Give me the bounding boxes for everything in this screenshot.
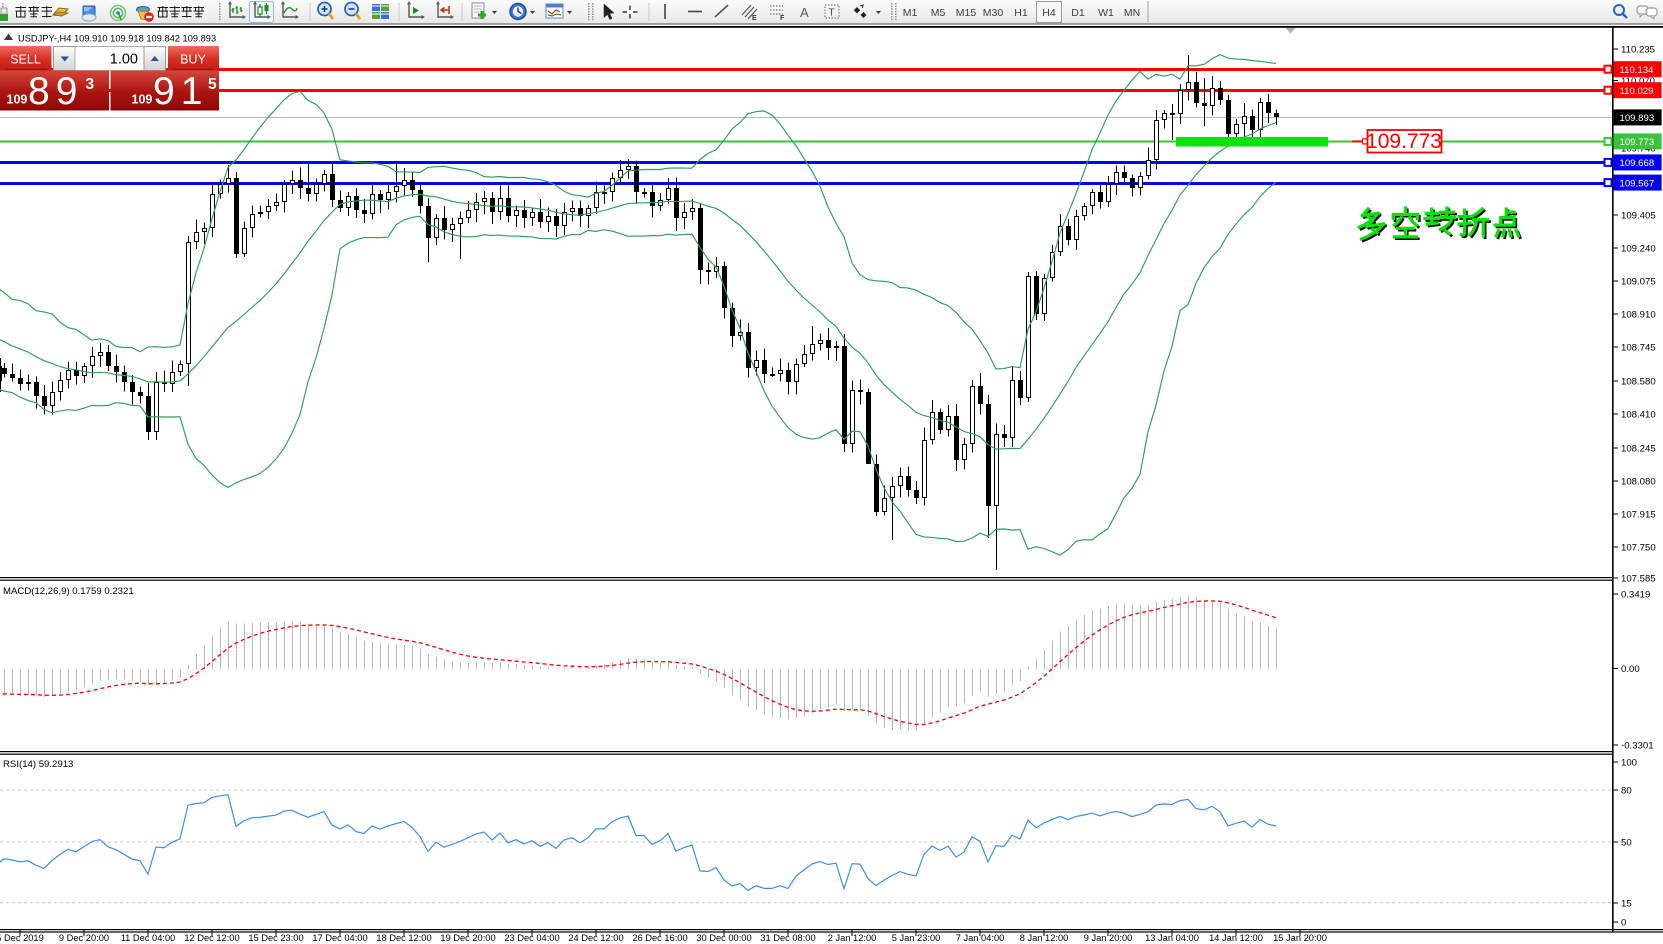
svg-text:110.029: 110.029 xyxy=(1620,86,1654,97)
svg-text:107.585: 107.585 xyxy=(1621,574,1656,585)
svg-text:13 Jan 04:00: 13 Jan 04:00 xyxy=(1145,933,1199,943)
svg-text:109.668: 109.668 xyxy=(1620,158,1655,169)
svg-text:5: 5 xyxy=(208,76,217,93)
svg-text:USDJPY-,H4 109.910 109.918 10: USDJPY-,H4 109.910 109.918 109.842 109.8… xyxy=(18,34,216,44)
svg-text:2 Jan 12:00: 2 Jan 12:00 xyxy=(828,933,877,943)
svg-text:30 Dec 00:00: 30 Dec 00:00 xyxy=(696,933,751,943)
svg-text:80: 80 xyxy=(1621,786,1632,797)
svg-text:89: 89 xyxy=(28,70,83,113)
svg-text:M1: M1 xyxy=(903,7,918,19)
svg-text:108.245: 108.245 xyxy=(1621,444,1656,455)
svg-text:109: 109 xyxy=(132,93,153,107)
svg-text:1.00: 1.00 xyxy=(110,52,138,68)
svg-text:108.745: 108.745 xyxy=(1621,343,1656,354)
svg-text:MACD(12,26,9) 0.1759 0.2321: MACD(12,26,9) 0.1759 0.2321 xyxy=(3,586,134,597)
svg-text:F: F xyxy=(780,15,785,22)
svg-text:15: 15 xyxy=(1621,899,1632,910)
svg-text:T: T xyxy=(829,8,835,19)
svg-text:0: 0 xyxy=(1621,918,1626,929)
svg-text:17 Dec 04:00: 17 Dec 04:00 xyxy=(312,933,367,943)
svg-text:19 Dec 20:00: 19 Dec 20:00 xyxy=(440,933,495,943)
svg-text:108.580: 108.580 xyxy=(1621,377,1656,388)
svg-text:109.773: 109.773 xyxy=(1620,137,1655,148)
svg-text:107.750: 107.750 xyxy=(1621,543,1656,554)
svg-text:MN: MN xyxy=(1124,7,1140,19)
svg-text:0.00: 0.00 xyxy=(1621,664,1640,675)
svg-text:12 Dec 12:00: 12 Dec 12:00 xyxy=(184,933,239,943)
svg-text:107.915: 107.915 xyxy=(1621,510,1656,521)
svg-text:M15: M15 xyxy=(956,7,977,19)
svg-text:W1: W1 xyxy=(1098,7,1114,19)
svg-text:15 Dec 23:00: 15 Dec 23:00 xyxy=(248,933,303,943)
svg-text:7 Jan 04:00: 7 Jan 04:00 xyxy=(956,933,1005,943)
svg-text:110.070: 110.070 xyxy=(1621,76,1655,87)
svg-text:5 Dec 2019: 5 Dec 2019 xyxy=(0,933,44,943)
svg-text:9 Dec 20:00: 9 Dec 20:00 xyxy=(59,933,109,943)
svg-text:3: 3 xyxy=(86,76,95,93)
svg-text:M5: M5 xyxy=(931,7,946,19)
svg-text:108.410: 108.410 xyxy=(1621,410,1656,421)
svg-text:H4: H4 xyxy=(1042,7,1056,19)
svg-text:109.075: 109.075 xyxy=(1621,277,1656,288)
svg-text:50: 50 xyxy=(1621,838,1632,849)
svg-text:18 Dec 12:00: 18 Dec 12:00 xyxy=(376,933,431,943)
svg-text:D1: D1 xyxy=(1071,7,1085,19)
svg-text:109: 109 xyxy=(7,93,28,107)
svg-text:24 Dec 12:00: 24 Dec 12:00 xyxy=(568,933,623,943)
svg-text:109.773: 109.773 xyxy=(1366,130,1442,153)
svg-text:23 Dec 04:00: 23 Dec 04:00 xyxy=(504,933,559,943)
svg-text:9 Jan 20:00: 9 Jan 20:00 xyxy=(1084,933,1133,943)
svg-text:14 Jan 12:00: 14 Jan 12:00 xyxy=(1209,933,1263,943)
svg-text:M30: M30 xyxy=(983,7,1004,19)
svg-text:109.893: 109.893 xyxy=(1620,113,1655,124)
svg-text:0.3419: 0.3419 xyxy=(1621,590,1650,601)
svg-text:8 Jan 12:00: 8 Jan 12:00 xyxy=(1020,933,1069,943)
svg-text:110.235: 110.235 xyxy=(1621,45,1655,56)
svg-text:A: A xyxy=(800,5,809,20)
svg-text:109.567: 109.567 xyxy=(1620,178,1655,189)
svg-text:H1: H1 xyxy=(1014,7,1028,19)
svg-text:-0.3301: -0.3301 xyxy=(1621,741,1654,752)
svg-text:31 Dec 08:00: 31 Dec 08:00 xyxy=(760,933,815,943)
svg-text:26 Dec 16:00: 26 Dec 16:00 xyxy=(632,933,687,943)
svg-text:109.405: 109.405 xyxy=(1621,211,1656,222)
svg-text:108.910: 108.910 xyxy=(1621,310,1656,321)
svg-text:108.080: 108.080 xyxy=(1621,477,1656,488)
svg-text:SELL: SELL xyxy=(10,53,41,67)
svg-text:BUY: BUY xyxy=(180,53,206,67)
svg-text:11 Dec 04:00: 11 Dec 04:00 xyxy=(121,933,176,943)
svg-text:E: E xyxy=(752,15,757,22)
svg-text:109.240: 109.240 xyxy=(1621,244,1656,255)
svg-text:15 Jan 20:00: 15 Jan 20:00 xyxy=(1273,933,1327,943)
svg-text:100: 100 xyxy=(1621,758,1637,769)
svg-text:RSI(14) 59.2913: RSI(14) 59.2913 xyxy=(3,759,73,770)
svg-text:5 Jan 23:00: 5 Jan 23:00 xyxy=(892,933,941,943)
svg-text:91: 91 xyxy=(153,70,208,113)
svg-text:110.134: 110.134 xyxy=(1620,65,1655,76)
